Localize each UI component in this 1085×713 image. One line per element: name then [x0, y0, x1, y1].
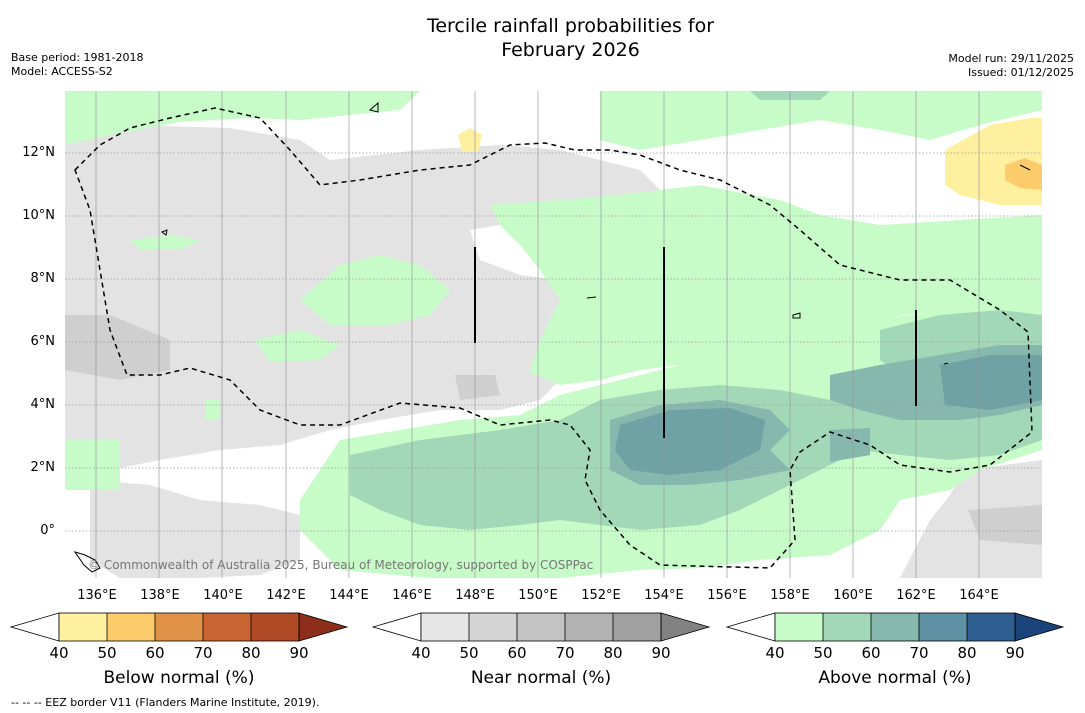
colorbar-tick: 90 [651, 644, 671, 662]
coastlines [73, 101, 1031, 573]
model-info: Base period: 1981-2018 Model: ACCESS-S2 [11, 51, 143, 79]
colorbar-near-normal [371, 612, 711, 642]
eez-footnote: -- -- -- EEZ border V11 (Flanders Marine… [11, 696, 320, 709]
title-line-2: February 2026 [501, 39, 640, 61]
colorbar-tick: 50 [459, 644, 479, 662]
colorbar-below-normal [9, 612, 349, 642]
vertical-markers [474, 247, 917, 438]
title-line-1: Tercile rainfall probabilities for [426, 15, 715, 37]
run-info: Model run: 29/11/2025 Issued: 01/12/2025 [948, 52, 1074, 80]
colorbar-tick: 40 [49, 644, 69, 662]
colorbar-tick: 50 [813, 644, 833, 662]
colorbar-label-below: Below normal (%) [103, 668, 255, 688]
colorbar-tick: 70 [909, 644, 929, 662]
colorbar-tick: 60 [507, 644, 527, 662]
x-tick-label: 138°E [140, 588, 180, 603]
colorbar-tick: 80 [241, 644, 261, 662]
colorbar-tick: 70 [555, 644, 575, 662]
y-tick-label: 10°N [22, 208, 55, 223]
x-tick-label: 144°E [329, 588, 369, 603]
base-period: Base period: 1981-2018 [11, 51, 144, 64]
colorbar-tick: 60 [145, 644, 165, 662]
colorbar-tick: 80 [603, 644, 623, 662]
x-tick-label: 142°E [266, 588, 306, 603]
colorbar-tick: 40 [765, 644, 785, 662]
y-tick-label: 4°N [30, 397, 56, 412]
colorbar-tick: 90 [289, 644, 309, 662]
colorbar-tick: 60 [861, 644, 881, 662]
colorbar-tick: 40 [411, 644, 431, 662]
x-tick-label: 158°E [770, 588, 810, 603]
probability-fields [65, 91, 1042, 578]
y-tick-label: 6°N [30, 334, 56, 349]
x-tick-label: 154°E [644, 588, 684, 603]
x-tick-label: 160°E [833, 588, 873, 603]
y-tick-label: 12°N [22, 145, 55, 160]
issued-date: Issued: 01/12/2025 [967, 66, 1074, 79]
model-name: Model: ACCESS-S2 [11, 65, 113, 78]
x-tick-label: 150°E [518, 588, 558, 603]
above-normal-region [65, 91, 420, 145]
map-title: Tercile rainfall probabilities for Febru… [0, 14, 1085, 62]
colorbar-above-normal [725, 612, 1065, 642]
copyright-text: © Commonwealth of Australia 2025, Bureau… [88, 558, 594, 572]
colorbar-tick: 70 [193, 644, 213, 662]
x-tick-label: 156°E [707, 588, 747, 603]
model-run: Model run: 29/11/2025 [948, 52, 1074, 65]
x-tick-label: 148°E [455, 588, 495, 603]
y-tick-label: 0° [40, 523, 55, 538]
colorbar-tick: 80 [957, 644, 977, 662]
x-tick-label: 136°E [77, 588, 117, 603]
x-tick-label: 152°E [581, 588, 621, 603]
x-tick-label: 164°E [959, 588, 999, 603]
x-tick-label: 140°E [203, 588, 243, 603]
colorbar-tick: 90 [1005, 644, 1025, 662]
y-tick-label: 2°N [30, 460, 56, 475]
colorbar-label-near: Near normal (%) [470, 668, 612, 688]
x-tick-label: 162°E [896, 588, 936, 603]
y-tick-label: 8°N [30, 271, 56, 286]
colorbar-label-above: Above normal (%) [818, 668, 972, 688]
colorbar-tick: 50 [97, 644, 117, 662]
x-tick-label: 146°E [392, 588, 432, 603]
